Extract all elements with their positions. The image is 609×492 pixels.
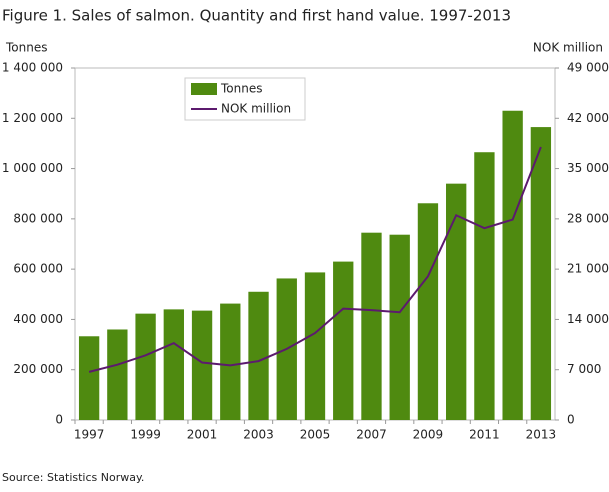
- x-tick-label: 2005: [300, 428, 331, 442]
- legend-swatch: [191, 83, 217, 95]
- bar: [333, 261, 354, 420]
- bar: [474, 152, 495, 420]
- y-tick-label: 1 400 000: [2, 61, 63, 75]
- x-tick-label: 1997: [74, 428, 105, 442]
- x-tick-label: 2009: [413, 428, 444, 442]
- bar: [304, 272, 326, 420]
- y2-tick-label: 35 000: [567, 161, 609, 175]
- y2-tick-label: 21 000: [567, 262, 609, 276]
- legend-label: Tonnes: [220, 82, 262, 96]
- source: Source: Statistics Norway.: [2, 471, 144, 484]
- y-tick-label: 800 000: [13, 211, 63, 225]
- bar: [530, 127, 552, 420]
- y-tick-label: 400 000: [13, 312, 63, 326]
- y-tick-label: 1 000 000: [2, 161, 63, 175]
- bar: [389, 234, 410, 420]
- y-tick-label: 0: [55, 413, 63, 427]
- chart-title: Figure 1. Sales of salmon. Quantity and …: [2, 7, 511, 25]
- bar: [248, 291, 269, 420]
- bar: [361, 232, 382, 420]
- bar: [135, 313, 156, 420]
- y2-tick-label: 0: [567, 413, 575, 427]
- y-tick-label: 200 000: [13, 362, 63, 376]
- y2-tick-label: 7 000: [567, 362, 601, 376]
- bar: [220, 303, 241, 420]
- x-tick-label: 2007: [356, 428, 387, 442]
- legend-label: NOK million: [221, 102, 291, 116]
- y2-tick-label: 49 000: [567, 61, 609, 75]
- x-tick-label: 2013: [526, 428, 557, 442]
- y-axis-title: Tonnes: [5, 41, 47, 55]
- bar: [163, 309, 184, 420]
- bar: [417, 203, 439, 420]
- x-tick-label: 1999: [130, 428, 161, 442]
- y2-tick-label: 42 000: [567, 111, 609, 125]
- x-tick-label: 2001: [187, 428, 218, 442]
- bar: [78, 336, 100, 420]
- bar: [107, 329, 128, 420]
- x-tick-label: 2011: [469, 428, 500, 442]
- y2-tick-label: 28 000: [567, 211, 609, 225]
- y2-axis-title: NOK million: [533, 41, 603, 55]
- y-tick-label: 1 200 000: [2, 111, 63, 125]
- bar: [502, 110, 523, 420]
- x-tick-label: 2003: [243, 428, 274, 442]
- bar: [191, 310, 213, 420]
- y2-tick-label: 14 000: [567, 312, 609, 326]
- y-tick-label: 600 000: [13, 262, 63, 276]
- bar: [446, 183, 467, 420]
- line: [88, 146, 542, 373]
